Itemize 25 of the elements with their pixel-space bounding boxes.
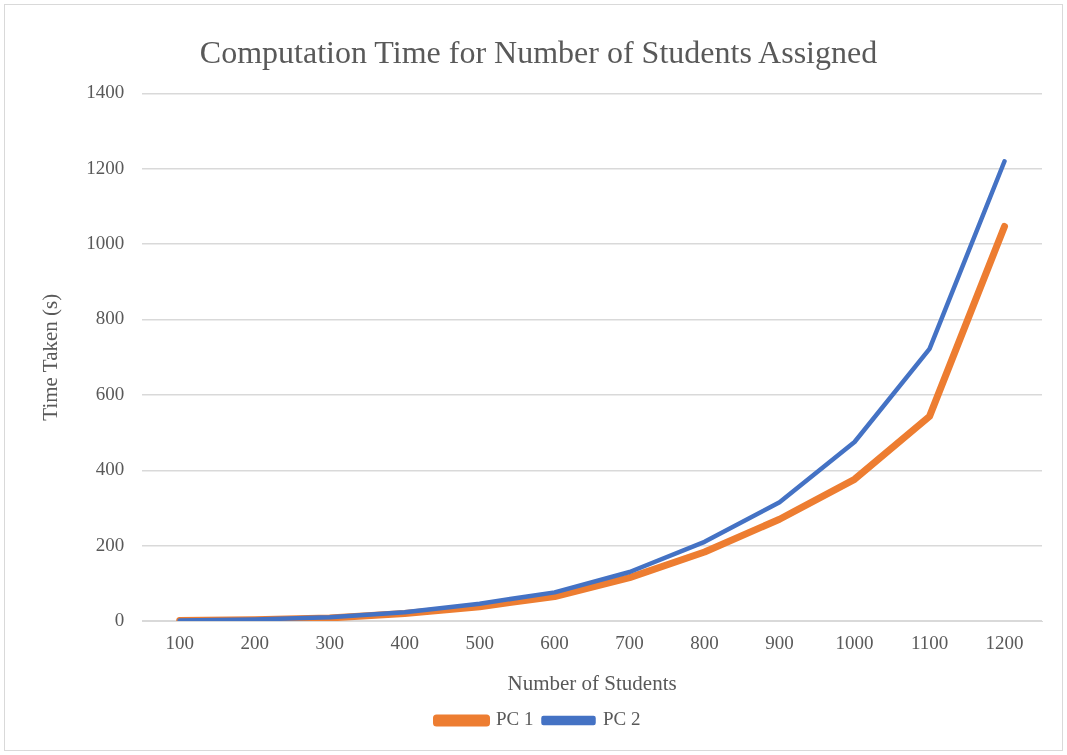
y-tick-label: 800 (95, 307, 125, 329)
x-tick-label: 1000 (835, 632, 874, 654)
y-tick-label: 0 (114, 608, 125, 630)
legend-label: PC 1 (496, 708, 534, 730)
y-tick-label: 200 (95, 533, 125, 555)
x-tick-label: 800 (690, 632, 719, 654)
y-tick-label: 1200 (86, 156, 125, 178)
x-tick-label: 400 (390, 632, 419, 654)
x-tick-label: 500 (465, 632, 494, 654)
y-tick-label: 600 (95, 382, 125, 404)
chart-title: Computation Time for Number of Students Assigned (199, 33, 878, 70)
x-tick-label: 900 (765, 632, 794, 654)
y-tick-label: 400 (95, 458, 125, 480)
y-axis-title: Time Taken (s) (38, 293, 63, 421)
x-tick-label: 200 (240, 632, 269, 654)
x-tick-label: 1100 (910, 632, 949, 654)
x-tick-label: 300 (315, 632, 344, 654)
x-tick-label: 600 (540, 632, 569, 654)
y-tick-label: 1400 (86, 81, 125, 103)
x-tick-label: 1200 (985, 632, 1024, 654)
x-axis-title: Number of Students (507, 670, 677, 695)
x-tick-label: 700 (615, 632, 644, 654)
y-tick-label: 1000 (86, 232, 125, 254)
x-tick-label: 100 (165, 632, 194, 654)
legend-label: PC 2 (603, 708, 641, 730)
